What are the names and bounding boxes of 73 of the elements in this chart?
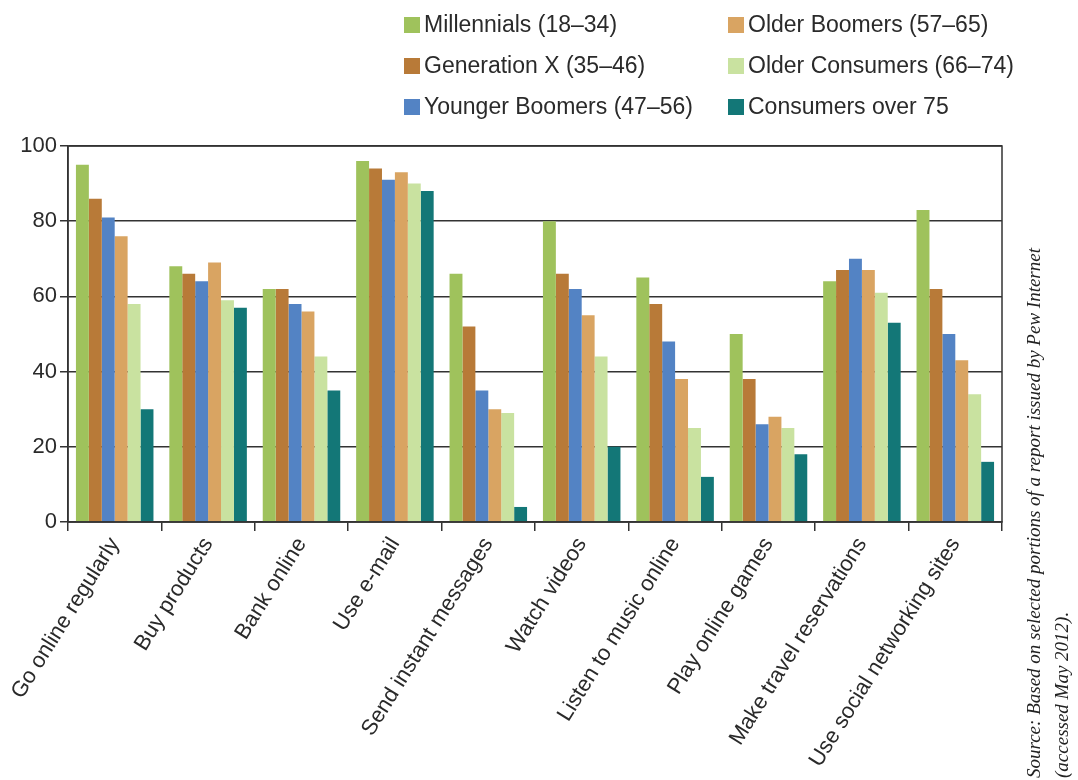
- source-note: Source: Based on selected portions of a report issued by Pew Internet (accessed May 2012).: [1023, 248, 1072, 778]
- bar: [542, 221, 556, 522]
- bar: [182, 273, 196, 522]
- bar: [75, 164, 89, 522]
- bar: [140, 409, 154, 522]
- y-tick-label: 80: [32, 207, 57, 233]
- bar: [581, 315, 595, 522]
- bar: [208, 262, 222, 522]
- bar: [301, 311, 315, 522]
- bar: [649, 303, 663, 522]
- bar: [114, 236, 128, 522]
- bar: [594, 356, 608, 522]
- bar: [675, 379, 689, 522]
- bar: [861, 270, 875, 522]
- bar: [955, 360, 969, 522]
- bar: [555, 273, 569, 522]
- bar: [700, 476, 714, 522]
- bar: [981, 461, 995, 522]
- bar: [968, 394, 982, 522]
- legend-label: Consumers over 75: [748, 93, 949, 120]
- y-tick-label: 100: [20, 132, 57, 158]
- bar: [275, 288, 289, 522]
- legend-label: Generation X (35–46): [424, 52, 646, 79]
- bar: [942, 334, 956, 522]
- bar: [848, 258, 862, 522]
- bar: [394, 172, 408, 522]
- bar: [288, 303, 302, 522]
- bar: [420, 191, 434, 522]
- bar: [501, 412, 515, 522]
- bar: [101, 217, 115, 522]
- bar: [688, 428, 701, 522]
- bar: [233, 307, 247, 522]
- bar: [407, 183, 421, 522]
- bar: [781, 428, 795, 522]
- bar: [127, 303, 141, 522]
- bar: [929, 288, 943, 522]
- bar: [488, 409, 502, 522]
- bar: [568, 288, 582, 522]
- bar: [369, 168, 382, 522]
- bar: [823, 281, 837, 522]
- bar: [607, 446, 621, 522]
- bar: [836, 270, 849, 522]
- bar: [768, 416, 782, 522]
- bar: [356, 161, 370, 522]
- y-tick-label: 60: [32, 282, 57, 308]
- legend-label: Millennials (18–34): [424, 11, 618, 38]
- legend-label: Older Boomers (57–65): [748, 11, 989, 38]
- bar: [195, 281, 209, 522]
- bar: [449, 273, 463, 522]
- bar: [381, 179, 395, 522]
- y-tick-label: 0: [44, 508, 57, 534]
- bar: [88, 198, 102, 522]
- bar: [475, 390, 489, 522]
- bar: [169, 266, 183, 522]
- bar: [514, 506, 528, 522]
- bar: [755, 424, 769, 522]
- bar: [916, 209, 930, 522]
- bar: [462, 326, 476, 522]
- legend-label: Younger Boomers (47–56): [424, 93, 693, 120]
- y-tick-label: 40: [32, 357, 57, 383]
- bar: [794, 454, 808, 522]
- bar: [662, 341, 676, 522]
- legend-label: Older Consumers (66–74): [748, 52, 1014, 79]
- bar: [742, 379, 756, 522]
- bar: [314, 356, 328, 522]
- bar: [262, 288, 276, 522]
- bar: [887, 322, 901, 522]
- bar: [221, 300, 234, 522]
- bar: [327, 390, 341, 522]
- bar: [874, 292, 888, 522]
- y-tick-label: 20: [32, 432, 57, 458]
- bar: [729, 334, 743, 522]
- bar: [636, 277, 650, 522]
